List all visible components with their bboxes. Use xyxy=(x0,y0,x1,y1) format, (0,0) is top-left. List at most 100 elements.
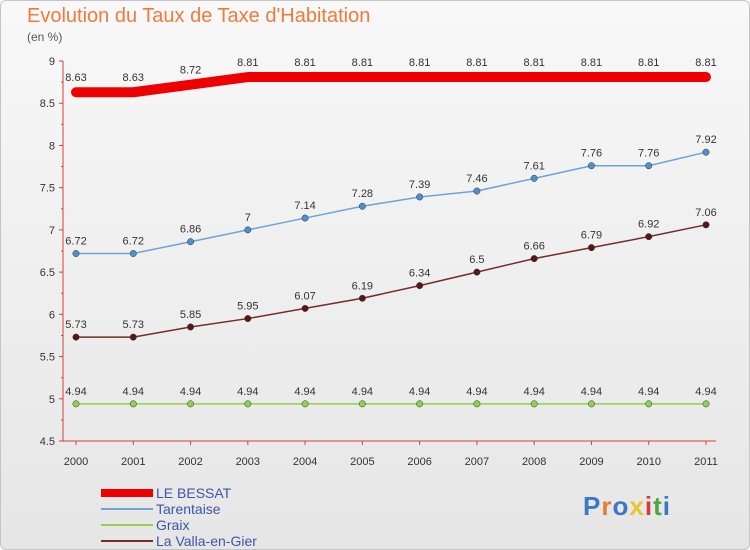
x-tick-label: 2001 xyxy=(121,456,145,468)
y-tick-label: 5 xyxy=(49,394,55,406)
data-label: 4.94 xyxy=(294,386,315,398)
data-point xyxy=(301,304,309,312)
data-label: 4.94 xyxy=(409,386,430,398)
x-tick-label: 2004 xyxy=(293,456,317,468)
data-label: 5.73 xyxy=(123,319,144,331)
legend-swatch xyxy=(101,508,153,510)
data-point xyxy=(129,400,137,408)
data-label: 7.14 xyxy=(294,200,315,212)
data-label: 7.28 xyxy=(352,188,373,200)
data-label: 8.63 xyxy=(123,72,144,84)
data-point xyxy=(358,202,366,210)
data-label: 4.94 xyxy=(352,386,373,398)
data-point xyxy=(129,333,137,341)
data-label: 7.39 xyxy=(409,179,430,191)
data-point xyxy=(702,148,710,156)
data-label: 7.46 xyxy=(466,173,487,185)
y-tick-label: 4.5 xyxy=(40,436,55,448)
x-tick-label: 2005 xyxy=(350,456,374,468)
x-tick-label: 2010 xyxy=(636,456,660,468)
data-label: 6.66 xyxy=(523,241,544,253)
y-tick-label: 6.5 xyxy=(40,267,55,279)
data-label: 6.92 xyxy=(638,219,659,231)
data-label: 6.72 xyxy=(65,236,86,248)
data-label: 7.76 xyxy=(581,148,602,160)
data-point xyxy=(244,315,252,323)
x-tick-label: 2011 xyxy=(694,456,718,468)
y-tick-label: 6 xyxy=(49,309,55,321)
data-label: 7.06 xyxy=(695,207,716,219)
data-point xyxy=(416,400,424,408)
data-label: 4.94 xyxy=(638,386,659,398)
data-point xyxy=(72,333,80,341)
data-label: 5.85 xyxy=(180,309,201,321)
data-point xyxy=(530,255,538,263)
data-label: 4.94 xyxy=(180,386,201,398)
x-tick-label: 2006 xyxy=(407,456,431,468)
x-tick-label: 2008 xyxy=(522,456,546,468)
data-point xyxy=(244,400,252,408)
data-point xyxy=(187,400,194,408)
data-label: 7.61 xyxy=(523,160,544,172)
y-tick-label: 7 xyxy=(49,225,55,237)
legend-swatch xyxy=(101,524,153,526)
data-point xyxy=(301,400,309,408)
data-point xyxy=(645,400,653,408)
data-label: 6.72 xyxy=(123,236,144,248)
data-label: 4.94 xyxy=(581,386,602,398)
data-label: 6.5 xyxy=(469,254,484,266)
legend-label: La Valla-en-Gier xyxy=(156,533,257,549)
data-point xyxy=(473,400,481,408)
data-point xyxy=(588,244,595,252)
data-label: 4.94 xyxy=(65,386,86,398)
x-tick-label: 2000 xyxy=(64,456,88,468)
y-tick-label: 7.5 xyxy=(40,183,55,195)
data-label: 7.92 xyxy=(695,134,716,146)
data-point xyxy=(187,238,194,246)
data-point xyxy=(301,214,309,222)
data-label: 4.94 xyxy=(695,386,716,398)
series-line-0 xyxy=(71,72,711,98)
data-label: 6.19 xyxy=(352,280,373,292)
data-label: 8.81 xyxy=(695,57,716,69)
data-label: 8.81 xyxy=(638,57,659,69)
series-line-1 xyxy=(75,151,707,255)
proxiti-logo: Proxiti xyxy=(583,491,671,521)
data-point xyxy=(702,400,710,408)
data-label: 6.86 xyxy=(180,224,201,236)
data-point xyxy=(358,400,366,408)
legend-label: LE BESSAT xyxy=(156,485,232,501)
data-label: 4.94 xyxy=(523,386,544,398)
legend-label: Tarentaise xyxy=(156,501,221,517)
data-point xyxy=(416,282,424,290)
data-point xyxy=(187,323,194,331)
data-label: 8.63 xyxy=(65,72,86,84)
data-point xyxy=(72,250,80,257)
y-tick-label: 8.5 xyxy=(40,98,55,110)
data-label: 6.79 xyxy=(581,230,602,242)
data-point xyxy=(129,250,137,257)
data-point xyxy=(244,226,252,234)
y-tick-label: 9 xyxy=(49,56,55,68)
data-point xyxy=(72,400,80,408)
data-point xyxy=(530,400,538,408)
data-label: 8.81 xyxy=(466,57,487,69)
x-tick-label: 2002 xyxy=(178,456,202,468)
chart-title: Evolution du Taux de Taxe d'Habitation xyxy=(27,5,371,27)
x-tick-label: 2007 xyxy=(465,456,489,468)
data-label: 4.94 xyxy=(237,386,258,398)
chart-subtitle: (en %) xyxy=(27,30,63,44)
data-label: 5.95 xyxy=(237,301,258,313)
data-point xyxy=(473,268,481,276)
data-label: 8.81 xyxy=(409,57,430,69)
data-label: 4.94 xyxy=(466,386,487,398)
data-label: 8.81 xyxy=(237,57,258,69)
x-tick-label: 2009 xyxy=(579,456,603,468)
data-label: 8.72 xyxy=(180,65,201,77)
data-label: 6.34 xyxy=(409,268,430,280)
data-point xyxy=(416,193,424,201)
legend-swatch xyxy=(101,540,153,542)
x-tick-label: 2003 xyxy=(236,456,260,468)
